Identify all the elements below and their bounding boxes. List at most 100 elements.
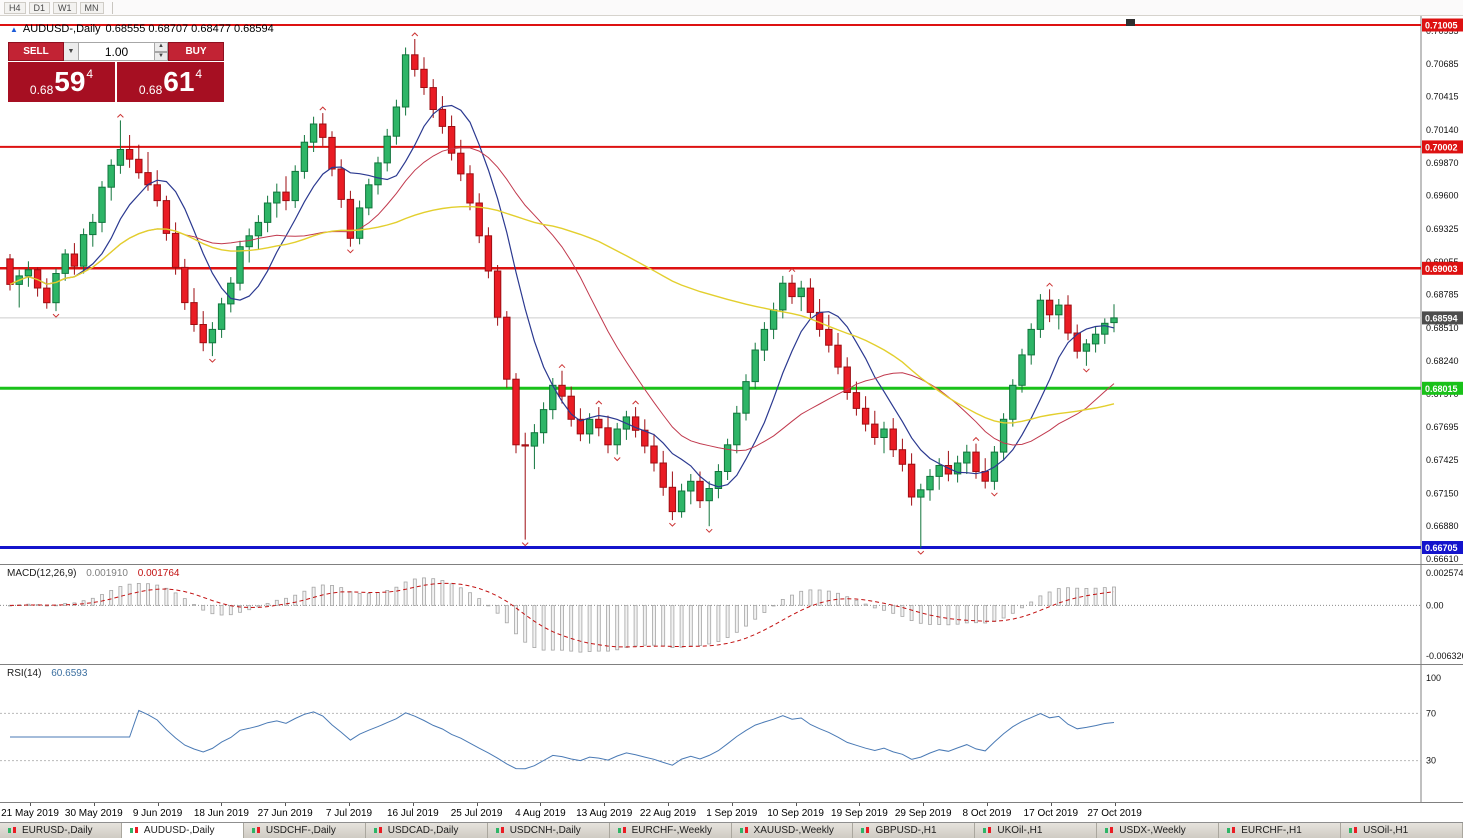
chart-tab-audusd-daily[interactable]: AUDUSD-,Daily (121, 823, 244, 838)
chart-tab-usdcad-daily[interactable]: USDCAD-,Daily (365, 823, 488, 838)
date-label: 18 Jun 2019 (193, 808, 249, 819)
toolbar-separator (111, 1, 113, 14)
chart-tab-usdcnh-daily[interactable]: USDCNH-,Daily (487, 823, 610, 838)
time-axis-tick (859, 803, 861, 806)
svg-text:0.68015: 0.68015 (1425, 384, 1458, 394)
candlestick-chart[interactable]: 0.709550.706850.704150.701400.698700.696… (0, 16, 1463, 564)
rsi-panel: 100 70 30 RSI(14) 60.6593 (0, 664, 1463, 802)
time-axis[interactable]: 21 May 2019 30 May 2019 9 Jun 2019 18 Jun 2… (0, 802, 1463, 822)
time-axis-tick (349, 803, 350, 806)
time-axis-tick (668, 803, 669, 806)
date-label: 9 Jun 2019 (132, 808, 183, 819)
sell-price-display[interactable]: 0.68 59 4 (8, 62, 115, 102)
rsi-label: RSI(14) 60.6593 (7, 668, 87, 679)
svg-text:0.66705: 0.66705 (1425, 543, 1458, 553)
svg-text:0.69600: 0.69600 (1426, 191, 1459, 201)
time-axis-tick (93, 803, 95, 806)
chart-tab-label: EURCHF-,Weekly (631, 825, 712, 836)
chart-tab-eurchf-weekly[interactable]: EURCHF-,Weekly (609, 823, 732, 838)
chart-tab-label: USDX-,Weekly (1119, 825, 1186, 836)
rsi-indicator-chart: 100 70 30 (0, 664, 1463, 802)
timeframe-button-w1[interactable]: W1 (53, 1, 77, 14)
svg-text:0.67695: 0.67695 (1426, 422, 1459, 432)
chart-tab-icon (982, 826, 993, 835)
chart-tab-icon (7, 826, 18, 835)
chart-tab-icon (617, 826, 628, 835)
svg-text:0.67150: 0.67150 (1426, 488, 1459, 498)
buy-button[interactable]: BUY (168, 42, 224, 61)
time-axis-tick (923, 803, 925, 806)
chart-tab-ukoil-h1[interactable]: UKOil-,H1 (975, 823, 1098, 838)
rsi-value: 60.6593 (51, 668, 88, 679)
chart-tab-label: XAUUSD-,Weekly (753, 825, 834, 836)
chart-tab-usdx-weekly[interactable]: USDX-,Weekly (1097, 823, 1220, 838)
chart-tab-label: USDCNH-,Daily (509, 825, 581, 836)
date-label: 25 Jul 2019 (450, 808, 503, 819)
one-click-trading-widget: SELL ▼ ▲ ▼ BUY 0.68 59 4 0.68 61 4 (8, 42, 224, 102)
date-label: 8 Oct 2019 (962, 808, 1012, 819)
svg-text:0.67425: 0.67425 (1426, 455, 1459, 465)
svg-text:0.68594: 0.68594 (1425, 313, 1458, 323)
svg-text:0.68785: 0.68785 (1426, 290, 1459, 300)
main-chart-panel: 0.709550.706850.704150.701400.698700.696… (0, 16, 1463, 564)
date-label: 19 Sep 2019 (831, 808, 888, 819)
chart-tab-label: UKOil-,H1 (997, 825, 1043, 836)
chart-tab-usoil-h1[interactable]: USOil-,H1 (1341, 823, 1463, 838)
chart-tab-eurchf-h1[interactable]: EURCHF-,H1 (1219, 823, 1342, 838)
macd-label: MACD(12,26,9) 0.001910 0.001764 (7, 568, 179, 579)
svg-text:0.002574: 0.002574 (1426, 568, 1463, 578)
timeframe-button-d1[interactable]: D1 (28, 1, 51, 14)
chart-tab-xauusd-weekly[interactable]: XAUUSD-,Weekly (731, 823, 854, 838)
svg-text:-0.006326: -0.006326 (1426, 651, 1463, 661)
chart-tab-icon (1226, 826, 1237, 835)
buy-price-pip: 4 (195, 67, 203, 81)
time-axis-tick (157, 803, 159, 806)
svg-text:0.69003: 0.69003 (1425, 264, 1458, 274)
chart-tab-label: USDCHF-,Daily (265, 825, 336, 836)
chart-tab-label: GBPUSD-,H1 (875, 825, 937, 836)
timeframe-button-mn[interactable]: MN (79, 1, 104, 14)
chart-ohlc-values: 0.68555 0.68707 0.68477 0.68594 (105, 23, 274, 35)
time-axis-tick (30, 803, 31, 806)
volume-input[interactable] (79, 42, 155, 61)
svg-text:0.70140: 0.70140 (1426, 125, 1459, 135)
date-label: 13 Aug 2019 (576, 808, 633, 819)
timeframe-button-h4[interactable]: H4 (4, 1, 26, 14)
date-label: 10 Sep 2019 (767, 808, 824, 819)
buy-price-big: 61 (163, 66, 195, 97)
chart-title: ▲ AUDUSD-,Daily 0.68555 0.68707 0.68477 … (10, 23, 274, 35)
macd-value-signal: 0.001764 (137, 568, 180, 579)
buy-price-prefix: 0.68 (138, 83, 163, 97)
date-label: 16 Jul 2019 (386, 808, 439, 819)
macd-name: MACD(12,26,9) (7, 568, 77, 579)
time-axis-tick (987, 803, 988, 806)
sell-price-big: 59 (54, 66, 86, 97)
volume-increase-button[interactable]: ▲ (155, 42, 168, 52)
date-label: 27 Oct 2019 (1087, 808, 1142, 819)
chart-tab-label: USOil-,H1 (1363, 825, 1409, 836)
date-label: 29 Sep 2019 (894, 808, 952, 819)
sell-button[interactable]: SELL (8, 42, 64, 61)
date-label: 22 Aug 2019 (639, 808, 697, 819)
time-axis-tick (1114, 803, 1116, 806)
chart-tab-icon (1104, 826, 1115, 835)
volume-decrease-button[interactable]: ▼ (155, 51, 168, 61)
chart-tab-usdchf-daily[interactable]: USDCHF-,Daily (243, 823, 366, 838)
chart-tab-eurusd-daily[interactable]: EURUSD-,Daily (0, 823, 122, 838)
svg-text:0.66880: 0.66880 (1426, 521, 1459, 531)
buy-price-display[interactable]: 0.68 61 4 (117, 62, 224, 102)
time-axis-tick (731, 803, 733, 806)
volume-dropdown-icon[interactable]: ▼ (64, 42, 79, 61)
svg-text:0.71005: 0.71005 (1425, 21, 1458, 31)
time-axis-tick (412, 803, 414, 806)
date-label: 7 Jul 2019 (325, 808, 373, 819)
time-axis-tick (221, 803, 223, 806)
chart-symbol-label: AUDUSD-,Daily (22, 23, 101, 35)
chart-tab-gbpusd-h1[interactable]: GBPUSD-,H1 (853, 823, 976, 838)
timeframe-toolbar: H4 D1 W1 MN (0, 0, 1463, 16)
svg-text:0.69325: 0.69325 (1426, 224, 1459, 234)
date-label: 27 Jun 2019 (257, 808, 313, 819)
macd-value-main: 0.001910 (86, 568, 128, 579)
chart-tab-icon (251, 826, 262, 835)
